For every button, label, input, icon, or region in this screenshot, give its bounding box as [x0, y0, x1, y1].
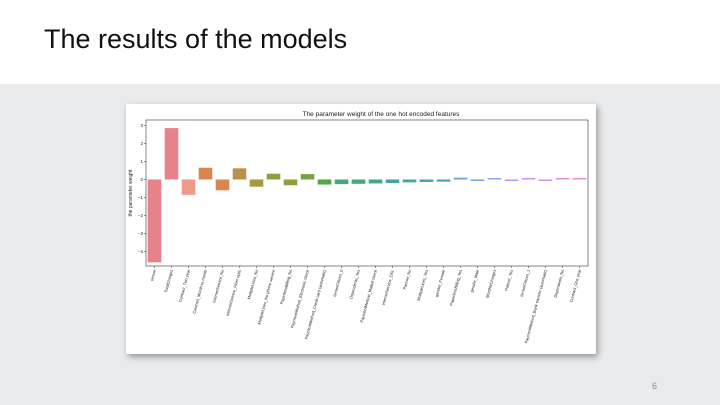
- bar-8: [283, 179, 298, 186]
- x-tick-label: Partner_Yes: [503, 269, 513, 291]
- slide-title: The results of the models: [44, 24, 348, 54]
- x-tick-label: PaperlessBilling_Yes: [449, 269, 463, 306]
- x-tick-label: MultipleLines_No phone service: [256, 268, 276, 325]
- x-tick-label: PaymentMethod_Electronic check: [289, 269, 309, 329]
- x-tick-label: InternetService_No: [211, 268, 225, 303]
- x-tick-label: MultipleLines_No: [246, 268, 259, 300]
- bar-5: [232, 168, 247, 180]
- y-tick-label: 3: [140, 123, 143, 128]
- bar-14: [385, 179, 400, 184]
- x-tick-label: Contract_Two year: [177, 268, 191, 302]
- bar-12: [351, 179, 366, 184]
- y-tick-label: −4: [138, 249, 144, 254]
- y-tick-label: 0: [140, 177, 143, 182]
- x-tick-label: gender_Male: [469, 268, 480, 293]
- x-tick-label: gender_Female: [434, 268, 446, 297]
- bar-18: [453, 177, 468, 180]
- chart-figure: The parameter weight of the one hot enco…: [126, 104, 596, 354]
- y-tick-label: 2: [140, 141, 143, 146]
- bar-21: [504, 179, 519, 181]
- x-tick-label: TotalCharges: [163, 269, 174, 293]
- bar-23: [538, 179, 553, 181]
- x-tick-label: MonthlyCharges: [485, 269, 497, 298]
- x-tick-label: Dependents_No: [553, 268, 566, 298]
- bar-chart: The parameter weight of the one hot enco…: [128, 111, 589, 344]
- bars-group: [147, 128, 587, 263]
- bar-19: [470, 179, 485, 181]
- bar-0: [147, 179, 162, 263]
- bar-4: [215, 179, 230, 191]
- chart-title: The parameter weight of the one hot enco…: [303, 111, 461, 118]
- page-number: 6: [652, 381, 658, 391]
- bar-7: [266, 173, 281, 180]
- bar-3: [198, 167, 213, 180]
- x-axis: tenure TotalCharges Contract_Two year Contr…: [149, 266, 582, 344]
- x-tick-label: SeniorCitizen_1: [519, 268, 531, 297]
- bar-13: [368, 179, 383, 184]
- x-tick-label: tenure: [149, 268, 157, 281]
- bar-22: [521, 178, 536, 180]
- bar-15: [402, 179, 417, 183]
- x-tick-label: Partner_No: [402, 268, 412, 290]
- y-axis-label: the parameter weight: [128, 169, 134, 217]
- x-tick-label: SeniorCitizen_0: [332, 268, 344, 297]
- bar-17: [436, 179, 451, 182]
- bar-2: [181, 179, 196, 195]
- bar-1: [164, 128, 179, 180]
- x-tick-label: PaymentMethod_Mailed check: [359, 269, 378, 323]
- bar-20: [487, 178, 502, 180]
- x-tick-label: InternetService_DSL: [381, 268, 396, 306]
- y-axis: 3 2 1 0 −1 −2 −3 −4: [138, 123, 146, 254]
- x-tick-label: InternetService_Fiber optic: [225, 269, 242, 316]
- x-tick-label: PaperlessBilling_No: [279, 268, 293, 305]
- bar-9: [300, 174, 315, 180]
- x-tick-label: MultipleLines_Yes: [416, 269, 429, 301]
- x-tick-label: Contract_One year: [568, 268, 582, 303]
- plot-frame: [145, 119, 589, 267]
- x-tick-label: Dependents_Yes: [348, 269, 361, 300]
- bar-25: [572, 178, 587, 180]
- bar-16: [419, 179, 434, 183]
- x-tick-label: Contract_Month-to-month: [191, 269, 208, 314]
- bar-11: [334, 179, 349, 185]
- y-tick-label: −1: [138, 195, 144, 200]
- bar-10: [317, 179, 332, 185]
- y-tick-label: −3: [138, 231, 144, 236]
- y-tick-label: −2: [138, 213, 144, 218]
- y-tick-label: 1: [140, 159, 143, 164]
- bar-24: [555, 178, 570, 180]
- bar-6: [249, 179, 264, 187]
